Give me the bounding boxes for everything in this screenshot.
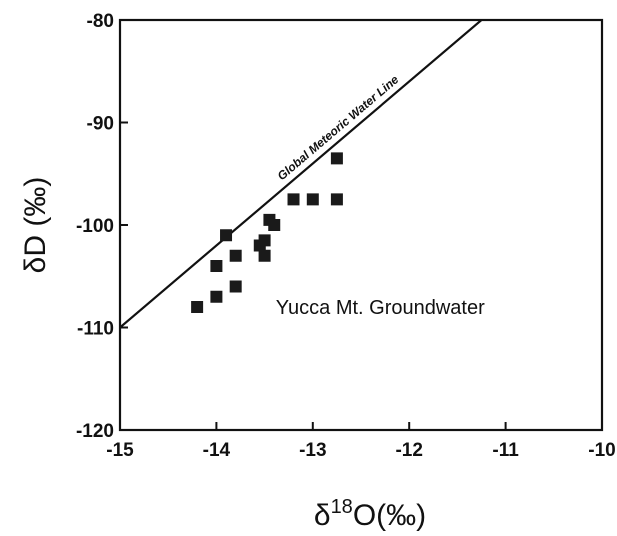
data-point [229, 280, 242, 293]
data-point [210, 290, 223, 303]
y-axis-title: δD (‰) [19, 177, 52, 274]
y-tick-label: -100 [76, 216, 114, 237]
y-tick-label: -90 [87, 114, 114, 135]
plot-frame [118, 18, 604, 432]
data-point [258, 234, 271, 247]
data-point [287, 193, 300, 206]
x-tick-label: -10 [588, 440, 615, 461]
annotation-yucca: Yucca Mt. Groundwater [276, 297, 485, 319]
data-point [191, 301, 204, 313]
x-axis: -15 -14 -13 -12 -11 -10 [106, 422, 616, 461]
y-tick-label: -110 [77, 319, 114, 340]
data-point [229, 249, 242, 262]
data-point [258, 249, 271, 262]
data-point [330, 193, 343, 206]
x-tick-label: -14 [203, 440, 231, 461]
data-point [306, 193, 319, 206]
x-axis-title: δ18O(‰) [314, 496, 426, 532]
meteoric-water-line-label: Global Meteoric Water Line [275, 72, 402, 183]
data-points [191, 152, 343, 313]
data-point [210, 260, 223, 272]
y-axis: -120 -110 -100 -90 -80 [76, 11, 128, 442]
data-point [220, 229, 233, 242]
x-tick-label: -15 [106, 440, 134, 461]
x-tick-label: -11 [492, 440, 519, 461]
meteoric-water-line [120, 20, 484, 329]
y-tick-label: -120 [76, 421, 114, 442]
data-point [330, 152, 343, 165]
x-tick-label: -12 [395, 440, 422, 461]
data-point [268, 219, 281, 231]
x-tick-label: -13 [299, 440, 326, 461]
y-tick-label: -80 [87, 11, 114, 32]
